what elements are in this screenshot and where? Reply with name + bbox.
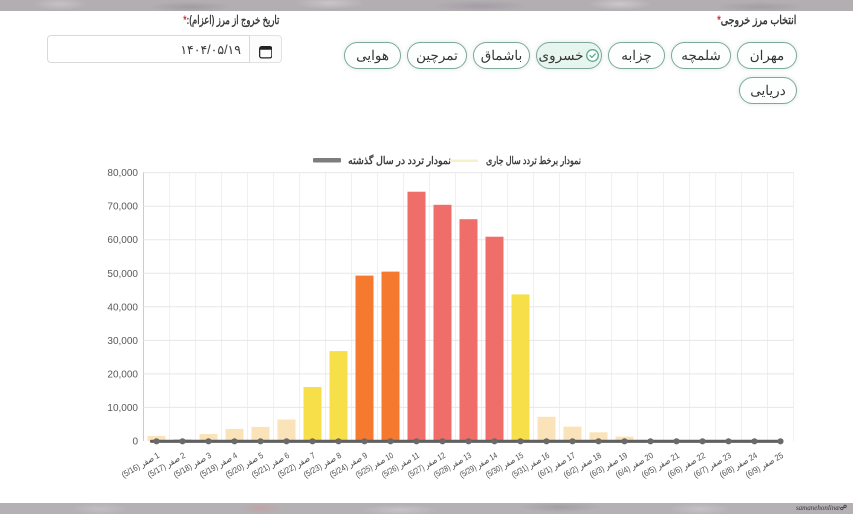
svg-text:40,000: 40,000 — [107, 302, 138, 313]
svg-text:10,000: 10,000 — [107, 403, 138, 414]
svg-text:نمودار برخط تردد سال جاری: نمودار برخط تردد سال جاری — [486, 155, 581, 167]
svg-text:80,000: 80,000 — [107, 168, 138, 179]
svg-text:70,000: 70,000 — [107, 202, 138, 213]
svg-text:60,000: 60,000 — [107, 235, 138, 246]
svg-text:30,000: 30,000 — [107, 336, 138, 347]
svg-text:50,000: 50,000 — [107, 269, 138, 280]
svg-text:20,000: 20,000 — [107, 369, 138, 380]
svg-text:نمودار تردد در سال گذشته: نمودار تردد در سال گذشته — [348, 153, 451, 167]
svg-text:0: 0 — [132, 437, 138, 448]
